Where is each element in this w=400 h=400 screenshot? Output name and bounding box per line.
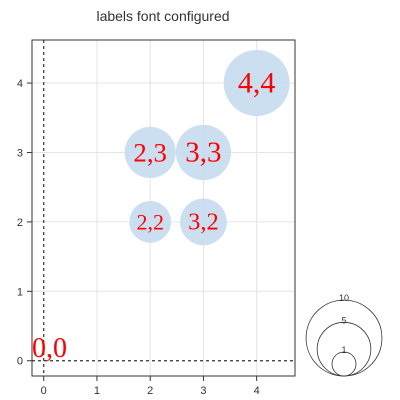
point-label: 3,2 (188, 208, 219, 235)
point-label: 2,3 (133, 137, 167, 167)
x-tick-label: 3 (200, 385, 206, 397)
x-tick-label: 0 (41, 385, 47, 397)
chart-title: labels font configured (96, 8, 229, 24)
size-legend: 10 5 1 (305, 293, 383, 377)
y-tick-label: 2 (17, 217, 23, 229)
point-label: 3,3 (185, 136, 221, 168)
x-tick-label: 1 (94, 385, 100, 397)
y-tick-label: 3 (17, 147, 23, 159)
size-legend-circle (305, 299, 383, 377)
y-tick-label: 4 (17, 78, 23, 90)
size-legend-circle (331, 351, 357, 377)
size-legend-label: 10 (339, 293, 349, 303)
point-label: 0,0 (32, 333, 67, 364)
x-tick-label: 2 (147, 385, 153, 397)
bubble (175, 124, 232, 181)
bubble (124, 126, 176, 179)
plot-frame (31, 39, 296, 377)
size-legend-label: 1 (341, 345, 346, 355)
size-legend-label: 5 (341, 315, 346, 325)
point-label: 2,2 (136, 209, 164, 234)
bubble (129, 201, 172, 243)
bubbles (124, 50, 290, 246)
zero-lines (32, 40, 295, 376)
bubble (223, 50, 290, 117)
point-label: 4,4 (238, 67, 276, 100)
bubble (180, 198, 227, 246)
y-axis-ticks: 0 1 2 3 4 (17, 78, 32, 368)
x-axis-ticks: 0 1 2 3 4 (41, 376, 260, 397)
x-tick-label: 4 (254, 385, 260, 397)
y-tick-label: 1 (17, 286, 23, 298)
y-tick-label: 0 (17, 356, 23, 368)
point-labels: 0,0 2,2 3,2 2,3 3,3 4,4 (32, 67, 275, 365)
